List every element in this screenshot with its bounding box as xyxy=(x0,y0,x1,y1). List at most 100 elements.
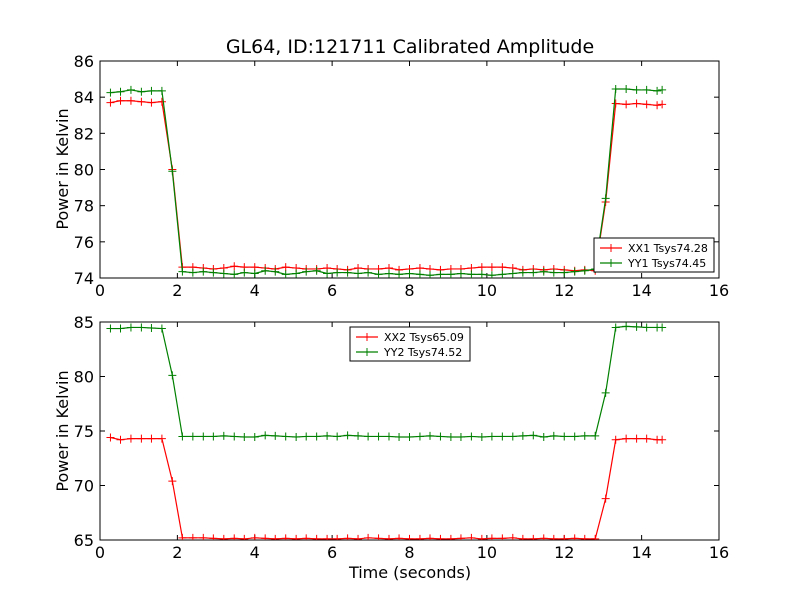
bottom-chart-series-2-point xyxy=(354,431,363,440)
bottom-chart-series-2-point xyxy=(374,432,383,441)
bottom-chart-xtick-label: 8 xyxy=(404,543,414,562)
top-chart-xtick-label: 4 xyxy=(250,281,260,300)
bottom-chart-series-1-point xyxy=(658,435,667,444)
top-chart-ytick-label: 74 xyxy=(74,269,94,288)
bottom-chart-series-1-point xyxy=(302,534,311,540)
top-chart-series-1-point xyxy=(116,96,125,105)
bottom-chart-series-2-point xyxy=(292,432,301,441)
bottom-chart-xlabel: Time (seconds) xyxy=(348,563,471,582)
top-chart-series-2-point xyxy=(642,85,651,94)
top-chart-xtick-label: 6 xyxy=(327,281,337,300)
bottom-chart-series-2-point xyxy=(147,323,156,332)
bottom-chart-series-2-point xyxy=(539,432,548,441)
bottom-chart-series-2-point xyxy=(632,322,641,331)
top-chart-series-2-point xyxy=(178,267,187,276)
top-chart-series-2-point xyxy=(632,85,641,94)
bottom-chart-series-1-point xyxy=(343,534,352,540)
top-chart-series-2-point xyxy=(364,268,373,277)
bottom-chart-series-2-point xyxy=(622,322,631,331)
bottom-chart-series-2-point xyxy=(498,432,507,441)
bottom-chart-series-1-point xyxy=(333,534,342,540)
top-chart-series-2-point xyxy=(354,269,363,278)
bottom-chart-series-1-point xyxy=(580,534,589,540)
bottom-chart-series-1-point xyxy=(364,533,373,540)
bottom-chart-ytick-label: 65 xyxy=(74,531,94,550)
top-chart-series-2-point xyxy=(395,270,404,278)
top-chart-series-2-point xyxy=(658,85,667,94)
top-chart-series-2-point xyxy=(230,270,239,278)
bottom-chart-series-1-point xyxy=(611,435,620,444)
bottom-chart-series-1-point xyxy=(147,434,156,443)
top-chart-xtick-label: 14 xyxy=(631,281,651,300)
bottom-chart-series-1-point xyxy=(106,433,115,442)
top-chart-series-2-point xyxy=(580,266,589,275)
top-chart-xtick-label: 8 xyxy=(404,281,414,300)
bottom-chart-series-2-point xyxy=(601,388,610,397)
top-chart-series-2-point xyxy=(436,270,445,278)
bottom-chart-xtick-label: 16 xyxy=(709,543,729,562)
top-chart-legend-marker xyxy=(607,244,615,252)
bottom-chart-series-2-point xyxy=(580,431,589,440)
bottom-chart-ytick-label: 75 xyxy=(74,422,94,441)
bottom-chart-series-2-point xyxy=(405,432,414,441)
bottom-chart-series-1-point xyxy=(426,534,435,540)
bottom-chart-series-2-point xyxy=(323,431,332,440)
top-chart-series-2-point xyxy=(508,269,517,278)
bottom-chart-series-1-point xyxy=(261,534,270,540)
bottom-chart-series-1-point xyxy=(622,434,631,443)
bottom-chart-series-1-point xyxy=(188,533,197,540)
top-chart-legend: XX1 Tsys74.28 YY1 Tsys74.45 xyxy=(593,237,715,273)
top-chart-series-2-point xyxy=(302,267,311,276)
bottom-chart-ytick-label: 70 xyxy=(74,477,94,496)
top-chart-xtick-label: 10 xyxy=(477,281,497,300)
top-chart-series-2-point xyxy=(116,87,125,96)
top-chart-xtick-label: 16 xyxy=(709,281,729,300)
bottom-chart-xtick-label: 12 xyxy=(554,543,574,562)
bottom-chart-legend-label: XX2 Tsys65.09 xyxy=(384,331,464,344)
bottom-chart-series-2-point xyxy=(415,432,424,441)
bottom-chart-series-1-point xyxy=(271,534,280,540)
bottom-chart-series-1-point xyxy=(405,534,414,540)
top-chart-series-2-point xyxy=(219,269,228,278)
top-chart-ytick-label: 86 xyxy=(74,52,94,71)
bottom-chart-series-2-point xyxy=(395,432,404,441)
top-chart-series-2-point xyxy=(271,267,280,276)
bottom-chart-series-1-point xyxy=(395,534,404,540)
bottom-chart-ytick-label: 80 xyxy=(74,368,94,387)
bottom-chart-series-2-point xyxy=(529,431,538,440)
top-chart-series-1-point xyxy=(658,100,667,109)
bottom-chart-series-1-point xyxy=(487,534,496,540)
bottom-chart-series-2-point xyxy=(209,432,218,441)
bottom-chart-legend-marker xyxy=(363,348,371,356)
bottom-chart-xtick-label: 2 xyxy=(172,543,182,562)
bottom-chart-series-1-point xyxy=(539,534,548,540)
bottom-chart-series-1-point xyxy=(446,534,455,540)
bottom-chart-series-2-point xyxy=(658,323,667,332)
bottom-chart-series-2-point xyxy=(333,432,342,441)
bottom-chart-legend-marker xyxy=(363,333,371,341)
bottom-chart-legend: XX2 Tsys65.09 YY2 Tsys74.52 xyxy=(349,326,471,362)
bottom-chart-series-1-point xyxy=(591,534,600,540)
bottom-chart-series-2-point xyxy=(219,431,228,440)
bottom-chart-series-1-point xyxy=(508,533,517,540)
bottom-chart-series-1-point xyxy=(323,534,332,540)
bottom-chart-series-2-point xyxy=(126,323,135,332)
bottom-chart-series-1-point xyxy=(157,434,166,443)
bottom-chart-series-2-point xyxy=(261,431,270,440)
bottom-chart-series-2-point xyxy=(456,432,465,441)
top-chart-legend-box xyxy=(593,237,715,273)
bottom-chart-series-1-point xyxy=(601,494,610,503)
bottom-chart-series-1-point xyxy=(354,534,363,540)
top-chart-series-2-point xyxy=(126,85,135,94)
bottom-chart-ytick-label: 85 xyxy=(74,313,94,332)
bottom-chart-series-2-point xyxy=(106,324,115,333)
top-chart-series-1-point xyxy=(477,263,486,272)
bottom-chart-series-1-point xyxy=(642,434,651,443)
bottom-chart-series-1-point xyxy=(199,533,208,540)
top-chart-series-2-point xyxy=(415,270,424,278)
bottom-chart-series-1-point xyxy=(467,533,476,540)
top-chart-series-group xyxy=(106,85,667,278)
bottom-chart-series-1-point xyxy=(292,534,301,540)
